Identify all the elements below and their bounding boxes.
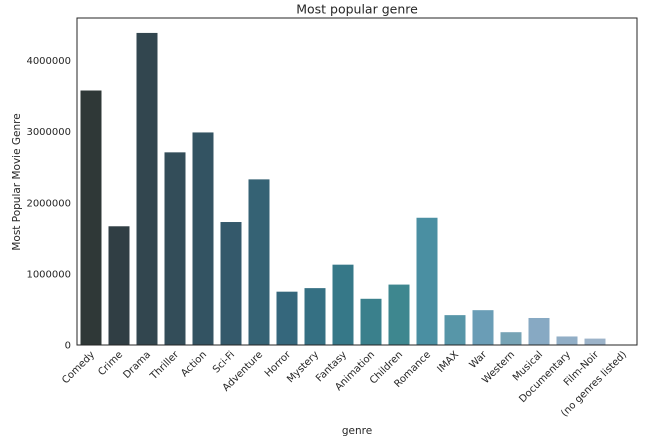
- bar-0: [81, 91, 102, 345]
- bar-2: [137, 33, 158, 345]
- x-tick-label: Drama: [121, 349, 153, 381]
- bar-11: [389, 285, 410, 345]
- bar-14: [473, 310, 494, 345]
- x-tick-label: Sci-Fi: [211, 349, 237, 375]
- bar-15: [501, 332, 522, 345]
- chart-title: Most popular genre: [296, 2, 418, 17]
- bar-8: [305, 288, 326, 345]
- x-tick-label: IMAX: [435, 349, 461, 375]
- x-axis-label: genre: [342, 425, 372, 437]
- bar-7: [277, 292, 298, 345]
- y-tick-label: 1000000: [26, 269, 71, 280]
- y-tick-label: 0: [65, 341, 71, 352]
- x-tick-label: Comedy: [60, 349, 97, 386]
- bar-18: [585, 339, 606, 345]
- x-tick-label: Action: [179, 349, 209, 379]
- bar-12: [417, 218, 438, 345]
- bar-9: [333, 265, 354, 345]
- y-tick-label: 3000000: [26, 127, 71, 138]
- bar-16: [529, 318, 550, 345]
- bar-4: [193, 132, 214, 345]
- bar-17: [557, 336, 578, 345]
- bar-5: [221, 222, 242, 345]
- bar-13: [445, 315, 466, 345]
- y-axis-ticks: 0 1000000 2000000 3000000 4000000: [26, 56, 71, 351]
- y-axis-label: Most Popular Movie Genre: [11, 113, 23, 250]
- bar-6: [249, 179, 270, 345]
- x-tick-label: Thriller: [148, 349, 182, 383]
- bar-3: [165, 152, 186, 345]
- bars-group: [81, 33, 634, 345]
- bar-1: [109, 226, 130, 345]
- plot-frame: [77, 18, 637, 345]
- y-tick-label: 4000000: [26, 56, 71, 67]
- y-tick-label: 2000000: [26, 198, 71, 209]
- x-tick-label: War: [468, 349, 490, 371]
- bar-10: [361, 299, 382, 345]
